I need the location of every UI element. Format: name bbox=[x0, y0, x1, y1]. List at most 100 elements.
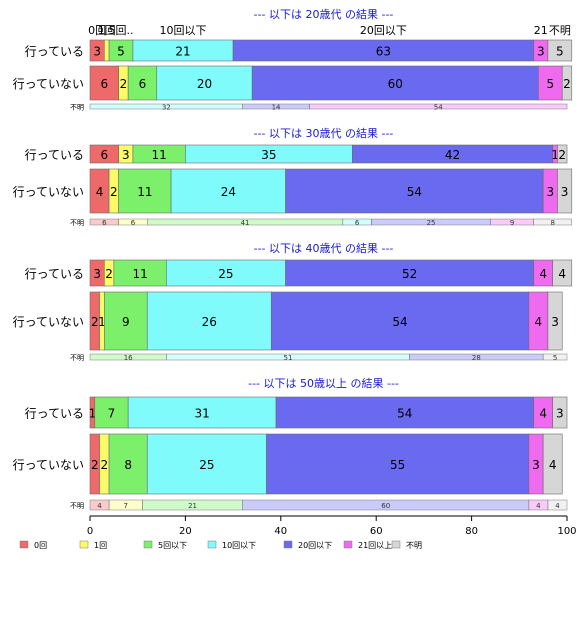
row-label: 行っていない bbox=[13, 77, 84, 91]
unknown-value-label: 32 bbox=[162, 104, 171, 112]
unknown-row-label: 不明 bbox=[70, 104, 84, 112]
bar-value-label: 3 bbox=[546, 185, 554, 199]
legend-label: 5回以下 bbox=[158, 541, 187, 550]
legend-label: 10回以下 bbox=[222, 541, 256, 550]
unknown-value-label: 6 bbox=[102, 219, 107, 227]
row-label: 行っていない bbox=[13, 185, 84, 199]
unknown-row-label: 不明 bbox=[70, 354, 84, 362]
top-category-label: 1回 bbox=[98, 24, 116, 37]
bar-value-label: 2 bbox=[558, 148, 566, 162]
bar-segment bbox=[94, 396, 129, 429]
bar-segment bbox=[146, 291, 272, 351]
bar-value-label: 25 bbox=[199, 458, 214, 472]
bar-value-label: 1 bbox=[551, 148, 559, 162]
unknown-bar-segment bbox=[547, 499, 568, 511]
bar-segment bbox=[552, 259, 573, 287]
x-tick-label: 80 bbox=[465, 526, 478, 537]
top-category-label: 20回以下 bbox=[360, 24, 407, 37]
bar-value-label: 2 bbox=[100, 458, 108, 472]
bar-value-label: 5 bbox=[117, 45, 125, 59]
bar-segment bbox=[275, 396, 534, 429]
bar-value-label: 2 bbox=[120, 77, 128, 91]
bar-value-label: 2 bbox=[91, 315, 99, 329]
unknown-value-label: 25 bbox=[427, 219, 436, 227]
bar-segment bbox=[127, 396, 277, 429]
unknown-bar-segment bbox=[533, 218, 573, 226]
panel-title: --- 以下は 30歳代 の結果 --- bbox=[254, 126, 394, 140]
unknown-value-label: 6 bbox=[355, 219, 360, 227]
unknown-value-label: 54 bbox=[434, 104, 443, 112]
unknown-value-label: 4 bbox=[555, 502, 560, 510]
unknown-value-label: 16 bbox=[124, 354, 133, 362]
x-tick-label: 20 bbox=[179, 526, 192, 537]
bar-value-label: 3 bbox=[122, 148, 130, 162]
bar-value-label: 6 bbox=[139, 77, 147, 91]
bar-value-label: 20 bbox=[197, 77, 212, 91]
bar-value-label: 52 bbox=[402, 267, 417, 281]
bar-value-label: 35 bbox=[261, 148, 276, 162]
bar-segment bbox=[166, 259, 286, 287]
bar-segment bbox=[104, 39, 110, 62]
bar-value-label: 1 bbox=[89, 407, 97, 421]
bar-value-label: 1 bbox=[98, 315, 106, 329]
bar-value-label: 31 bbox=[194, 407, 209, 421]
legend-swatch bbox=[143, 540, 153, 549]
legend-swatch bbox=[79, 540, 89, 549]
bar-value-label: 5 bbox=[546, 77, 554, 91]
unknown-value-label: 8 bbox=[550, 219, 554, 227]
bar-segment bbox=[285, 168, 544, 214]
bar-value-label: 3 bbox=[556, 407, 564, 421]
bar-segment bbox=[557, 168, 573, 214]
bar-segment bbox=[127, 65, 158, 101]
bar-segment bbox=[561, 65, 573, 101]
x-tick-label: 100 bbox=[557, 526, 576, 537]
row-label: 行っている bbox=[25, 267, 84, 281]
bar-segment bbox=[557, 144, 568, 164]
x-tick-label: 40 bbox=[274, 526, 287, 537]
bar-value-label: 3 bbox=[561, 185, 569, 199]
x-tick-label: 60 bbox=[370, 526, 383, 537]
bar-value-label: 21 bbox=[175, 45, 190, 59]
legend-swatch bbox=[283, 540, 293, 549]
row-label: 行っている bbox=[25, 407, 84, 421]
unknown-value-label: 9 bbox=[510, 219, 514, 227]
bar-value-label: 4 bbox=[549, 458, 557, 472]
row-label: 行っていない bbox=[13, 458, 84, 472]
bar-value-label: 4 bbox=[539, 267, 547, 281]
bar-value-label: 3 bbox=[537, 45, 545, 59]
legend-label: 不明 bbox=[406, 541, 422, 550]
legend-swatch bbox=[391, 540, 401, 549]
bar-segment bbox=[89, 65, 119, 101]
bar-value-label: 11 bbox=[152, 148, 167, 162]
x-tick-label: 0 bbox=[87, 526, 93, 537]
bar-value-label: 6 bbox=[100, 77, 108, 91]
bar-value-label: 54 bbox=[392, 315, 407, 329]
bar-value-label: 11 bbox=[132, 267, 147, 281]
legend-swatch bbox=[343, 540, 353, 549]
unknown-bar-segment bbox=[309, 103, 568, 110]
bar-value-label: 3 bbox=[93, 267, 101, 281]
bar-value-label: 63 bbox=[376, 45, 391, 59]
bar-segment bbox=[108, 433, 148, 495]
bar-value-label: 7 bbox=[108, 407, 116, 421]
bar-value-label: 25 bbox=[218, 267, 233, 281]
unknown-row-label: 不明 bbox=[70, 502, 84, 510]
bar-value-label: 4 bbox=[535, 315, 543, 329]
unknown-value-label: 4 bbox=[97, 502, 102, 510]
bar-value-label: 2 bbox=[105, 267, 113, 281]
unknown-value-label: 28 bbox=[472, 354, 481, 362]
bar-value-label: 9 bbox=[122, 315, 130, 329]
legend-label: 1回 bbox=[94, 541, 107, 550]
legend-label: 20回以下 bbox=[298, 541, 332, 550]
top-category-label: 21 bbox=[534, 24, 548, 37]
bar-segment bbox=[270, 291, 530, 351]
unknown-value-label: 14 bbox=[272, 104, 281, 112]
legend-swatch bbox=[207, 540, 217, 549]
bar-value-label: 8 bbox=[124, 458, 132, 472]
unknown-value-label: 21 bbox=[188, 502, 197, 510]
bar-segment bbox=[552, 396, 568, 429]
bar-value-label: 4 bbox=[539, 407, 547, 421]
top-category-label: 5回.. bbox=[109, 24, 134, 37]
